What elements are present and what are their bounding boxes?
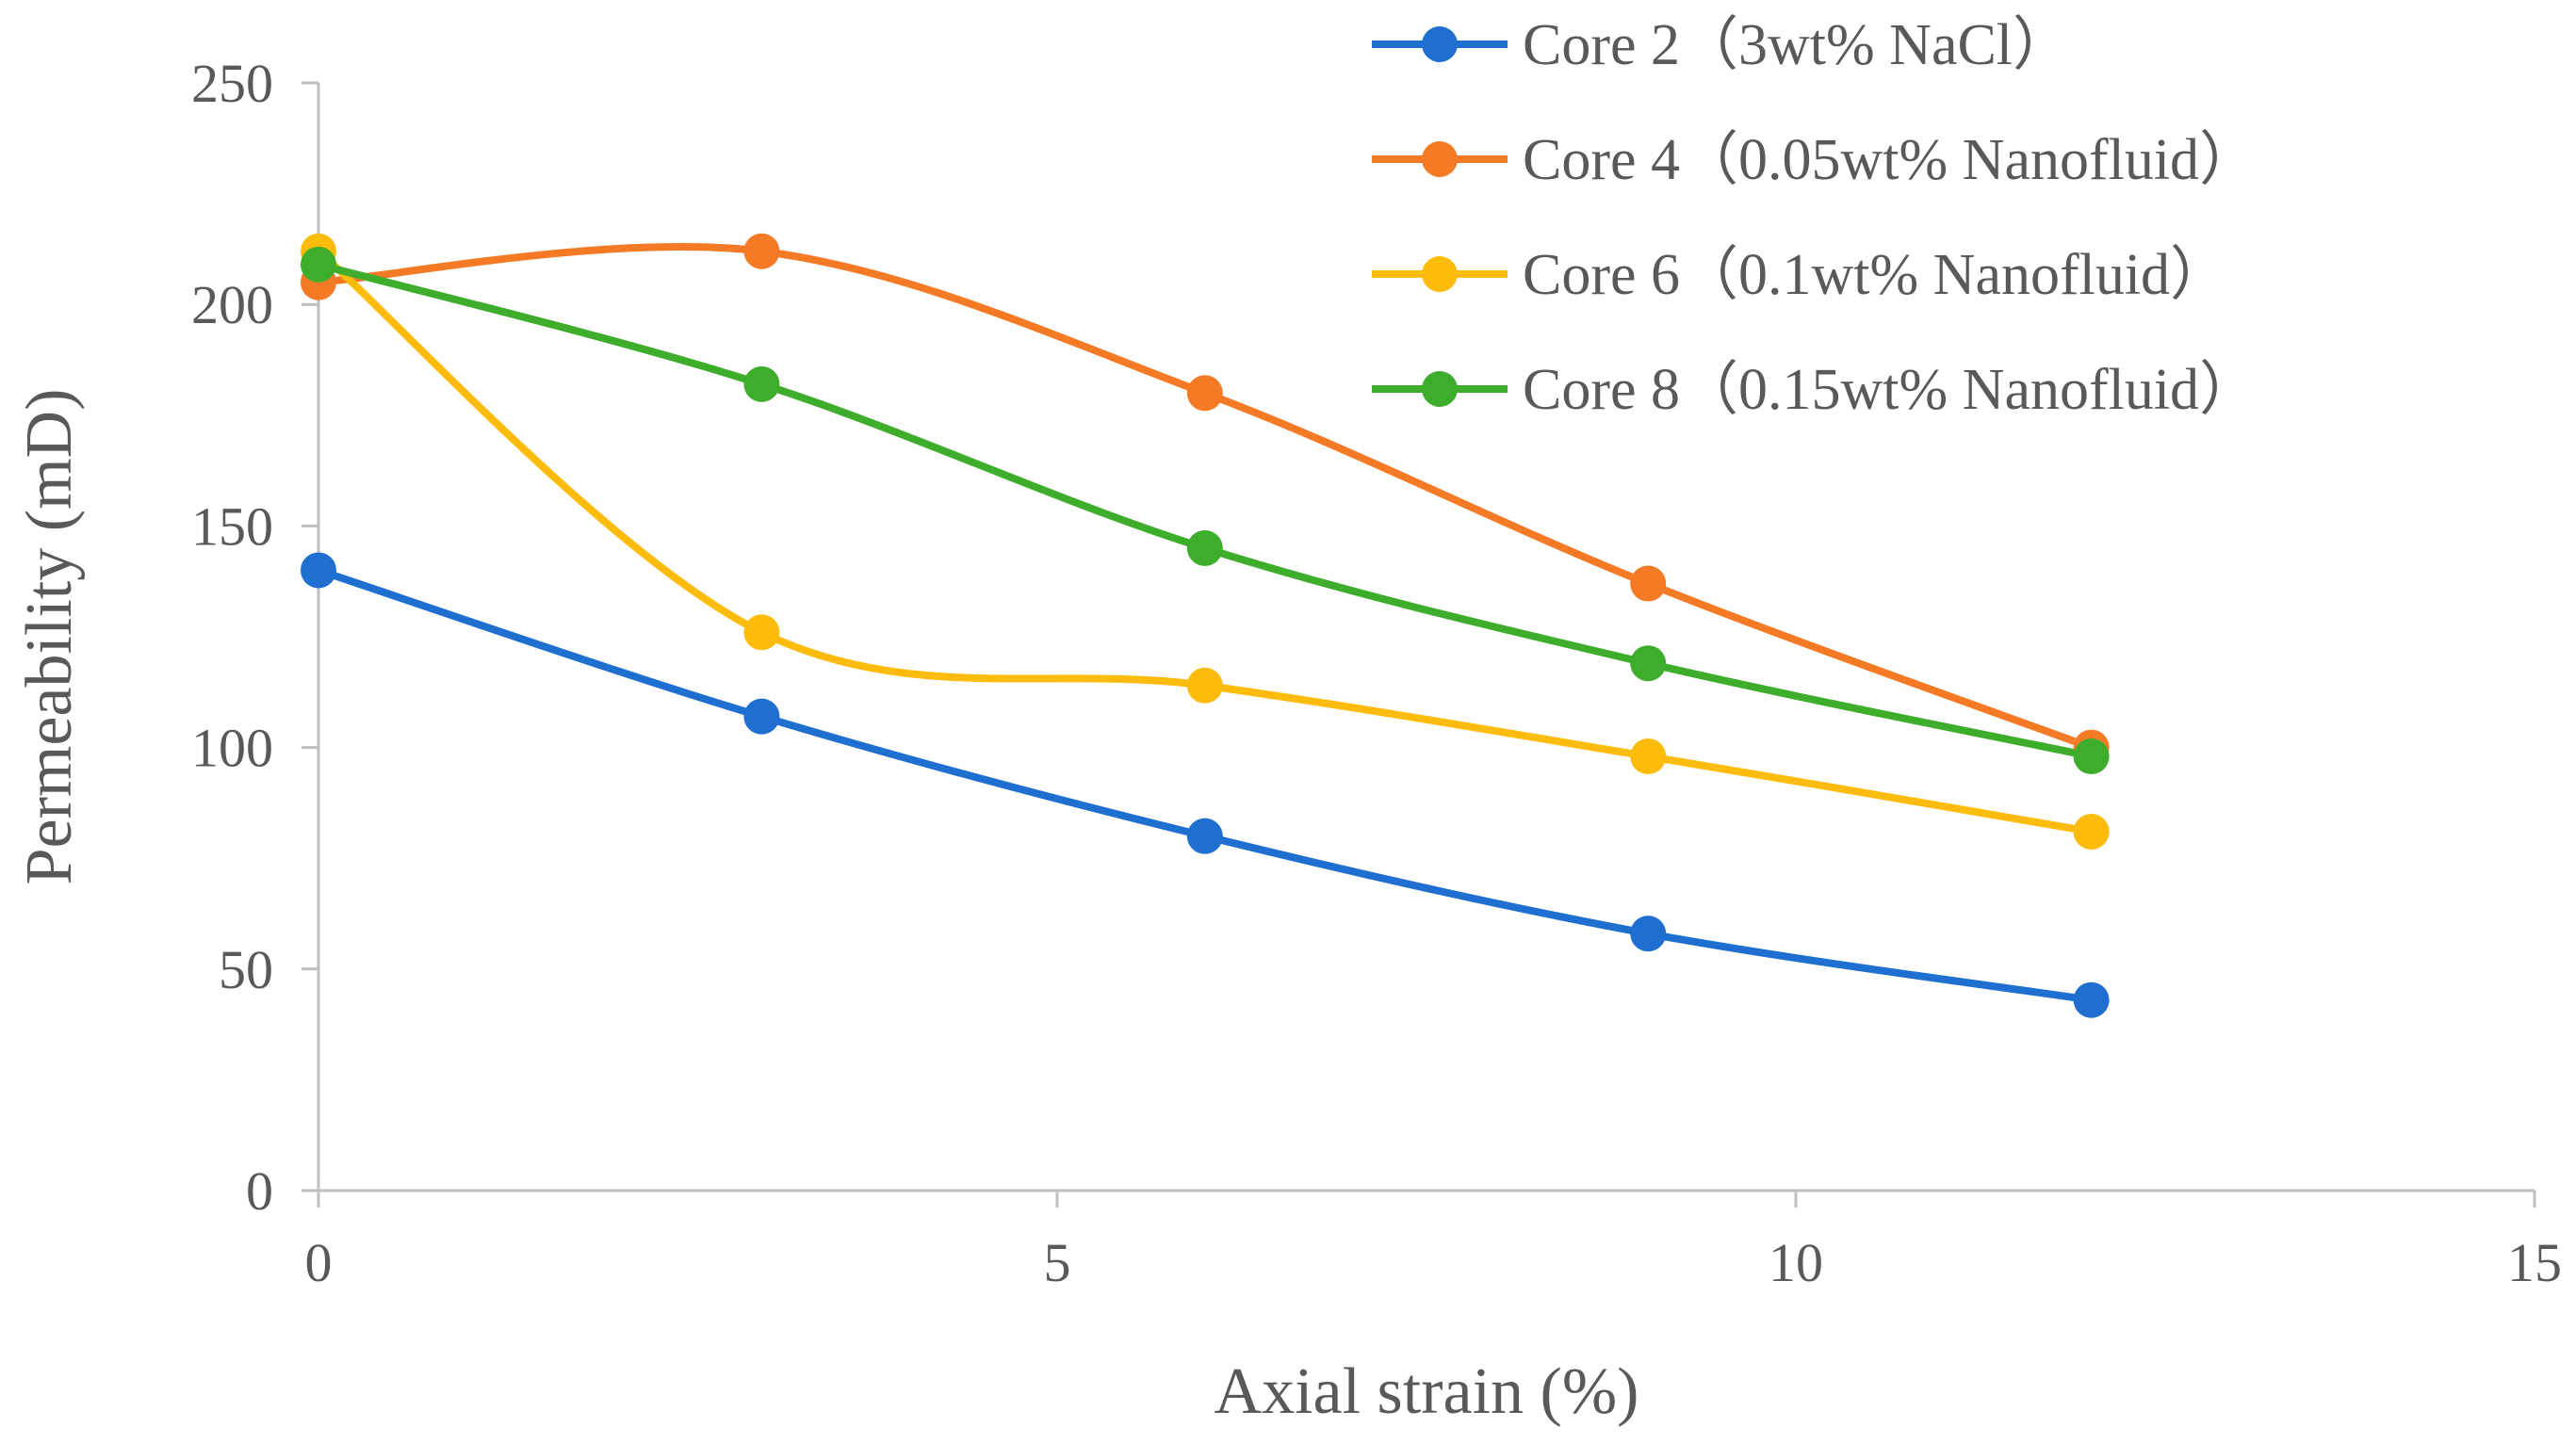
data-point-series-4	[1186, 529, 1223, 566]
data-point-series-1	[2073, 981, 2110, 1018]
y-tick-label: 100	[191, 718, 273, 779]
x-tick-label: 0	[305, 1232, 333, 1293]
y-tick-label: 0	[246, 1160, 273, 1222]
legend-swatch-marker	[1422, 371, 1458, 407]
y-tick-label: 250	[191, 53, 273, 114]
x-tick-label: 5	[1044, 1232, 1071, 1293]
data-point-series-4	[2073, 738, 2110, 775]
y-tick-label: 150	[191, 495, 273, 557]
y-tick-group: 0 50 100 150 200 250	[191, 53, 318, 1222]
data-point-series-1	[301, 552, 336, 589]
legend-label: Core 6（0.1wt% Nanofluid）	[1523, 243, 2228, 307]
y-tick-label: 50	[219, 939, 273, 1000]
x-tick-label: 10	[1769, 1232, 1823, 1293]
data-point-series-2	[1630, 565, 1667, 602]
y-axis-title: Permeability (mD)	[13, 389, 86, 885]
legend-swatch-marker	[1422, 141, 1458, 177]
legend-label: Core 8（0.15wt% Nanofluid）	[1523, 358, 2258, 422]
data-point-series-2	[743, 233, 780, 269]
data-point-series-4	[1630, 645, 1667, 682]
data-point-series-1	[1186, 818, 1223, 854]
legend: Core 2（3wt% NaCl） Core 4（0.05wt% Nanoflui…	[1372, 13, 2258, 422]
x-tick-label: 15	[2507, 1232, 2562, 1293]
series-line-3	[315, 247, 2095, 835]
data-point-series-3	[743, 614, 780, 651]
x-axis-title: Axial strain (%)	[1215, 1355, 1639, 1428]
series-points	[301, 233, 2110, 1018]
data-point-series-3	[1186, 667, 1223, 704]
legend-swatch-marker	[1422, 26, 1458, 62]
data-point-series-1	[743, 698, 780, 735]
legend-label: Core 2（3wt% NaCl）	[1523, 13, 2071, 77]
data-point-series-2	[1186, 375, 1223, 412]
data-point-series-3	[2073, 813, 2110, 850]
legend-label: Core 4（0.05wt% Nanofluid）	[1523, 128, 2258, 192]
data-point-series-4	[301, 246, 336, 283]
data-point-series-4	[743, 365, 780, 402]
legend-swatch-marker	[1422, 256, 1458, 292]
data-point-series-1	[1630, 916, 1667, 952]
y-tick-label: 200	[191, 274, 273, 335]
data-point-series-3	[1630, 738, 1667, 775]
x-tick-group: 0 5 10 15	[305, 1191, 2562, 1293]
